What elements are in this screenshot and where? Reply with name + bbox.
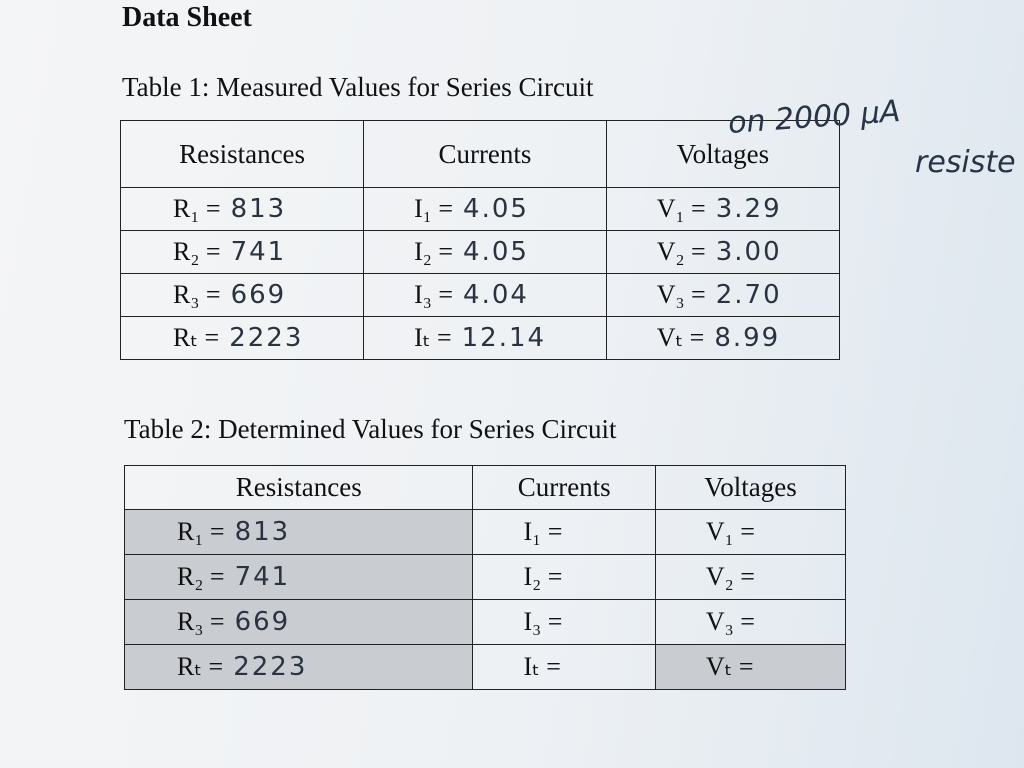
- cell-value: 2.70: [715, 280, 782, 310]
- table-cell: Rₜ = 2223: [123, 644, 474, 690]
- table-cell: V₃ =: [654, 599, 847, 645]
- table-cell: V₂ = 3.00: [605, 230, 841, 274]
- table-cell: I₃ = 4.04: [363, 273, 607, 317]
- table: Resistances Currents Voltages R₁ = 813 I₁ = 4.…: [119, 120, 841, 360]
- table-row: Rₜ = 2223 Iₜ = 12.14 Vₜ = 8.99: [119, 316, 841, 360]
- cell-label: V₂ =: [705, 562, 755, 591]
- table-cell: R₂ = 741: [119, 230, 365, 274]
- table-cell: V₁ =: [654, 509, 847, 555]
- cell-label: R₁ =: [177, 517, 225, 546]
- cell-value: 2223: [233, 652, 308, 682]
- cell-label: R₃ =: [173, 280, 221, 309]
- cell-value: 4.05: [463, 194, 529, 224]
- cell-value: 813: [230, 194, 287, 224]
- table-cell: Iₜ =: [472, 644, 656, 690]
- cell-value: 8.99: [714, 323, 781, 353]
- cell-value: 3.29: [715, 194, 782, 224]
- table-row: R₁ = 813 I₁ = 4.05 V₁ = 3.29: [119, 187, 841, 231]
- table-cell: V₃ = 2.70: [605, 273, 841, 317]
- table-cell: Iₜ = 12.14: [363, 316, 607, 360]
- cell-value: 3.00: [715, 237, 782, 267]
- cell-label: V₁ =: [656, 194, 706, 223]
- cell-value: 669: [230, 280, 287, 310]
- column-header: Currents: [363, 120, 607, 188]
- cell-label: Vₜ =: [705, 652, 754, 681]
- table: Resistances Currents Voltages R₁ = 813 I₁ = V₁…: [123, 465, 847, 690]
- cell-label: Rₜ =: [177, 652, 224, 681]
- cell-label: I₃ =: [523, 607, 563, 636]
- cell-label: Vₜ =: [656, 323, 705, 352]
- header-row: Resistances Currents Voltages: [123, 465, 847, 510]
- cell-label: I₃ =: [414, 280, 454, 309]
- table-cell: I₂ = 4.05: [363, 230, 607, 274]
- column-header: Currents: [472, 465, 656, 510]
- table-cell: I₃ =: [472, 599, 656, 645]
- table-cell: V₁ = 3.29: [605, 187, 841, 231]
- table-cell: I₂ =: [472, 554, 656, 600]
- header-row: Resistances Currents Voltages: [119, 120, 841, 188]
- column-header: Voltages: [605, 120, 841, 188]
- cell-label: Iₜ =: [414, 323, 452, 352]
- cell-label: Rₜ =: [173, 323, 220, 352]
- table-cell: I₁ = 4.05: [363, 187, 607, 231]
- table-cell: Vₜ =: [654, 644, 847, 690]
- table-row: Rₜ = 2223 Iₜ = Vₜ =: [123, 644, 847, 690]
- table-row: R₁ = 813 I₁ = V₁ =: [123, 509, 847, 555]
- table-cell: Vₜ = 8.99: [605, 316, 841, 360]
- column-header: Resistances: [119, 120, 365, 188]
- table-cell: R₃ = 669: [123, 599, 474, 645]
- cell-value: 741: [234, 562, 291, 592]
- table-row: R₃ = 669 I₃ = 4.04 V₃ = 2.70: [119, 273, 841, 317]
- column-header: Voltages: [654, 465, 847, 510]
- cell-label: R₁ =: [173, 194, 221, 223]
- cell-value: 4.05: [463, 237, 529, 267]
- cell-value: 669: [234, 607, 291, 637]
- table-cell: R₂ = 741: [123, 554, 474, 600]
- table-row: R₂ = 741 I₂ = V₂ =: [123, 554, 847, 600]
- cell-value: 4.04: [463, 280, 529, 310]
- page-title: Data Sheet: [122, 2, 252, 33]
- table-caption: Table 2: Determined Values for Series Ci…: [124, 414, 617, 444]
- table-cell: V₂ =: [654, 554, 847, 600]
- cell-value: 12.14: [461, 323, 547, 353]
- table-cell: I₁ =: [472, 509, 656, 555]
- table-row: R₃ = 669 I₃ = V₃ =: [123, 599, 847, 645]
- table-cell: Rₜ = 2223: [119, 316, 365, 360]
- table-cell: R₁ = 813: [119, 187, 365, 231]
- table-cell: R₃ = 669: [119, 273, 365, 317]
- cell-label: I₁ =: [414, 194, 454, 223]
- cell-label: V₃ =: [705, 607, 755, 636]
- cell-label: Iₜ =: [523, 652, 561, 681]
- cell-value: 2223: [229, 323, 304, 353]
- cell-label: V₃ =: [656, 280, 706, 309]
- cell-label: R₂ =: [173, 237, 221, 266]
- cell-value: 813: [234, 517, 291, 547]
- handwritten-note: on 2000 μA: [726, 94, 902, 141]
- table-cell: R₁ = 813: [123, 509, 474, 555]
- cell-value: 741: [230, 237, 287, 267]
- table-caption: Table 1: Measured Values for Series Circ…: [122, 72, 594, 102]
- table-row: R₂ = 741 I₂ = 4.05 V₂ = 3.00: [119, 230, 841, 274]
- cell-label: I₁ =: [523, 517, 563, 546]
- cell-label: I₂ =: [523, 562, 563, 591]
- cell-label: R₂ =: [177, 562, 225, 591]
- cell-label: V₂ =: [656, 237, 706, 266]
- handwritten-note: resiste: [915, 145, 1016, 180]
- cell-label: R₃ =: [177, 607, 225, 636]
- column-header: Resistances: [123, 465, 474, 510]
- cell-label: I₂ =: [414, 237, 454, 266]
- cell-label: V₁ =: [705, 517, 755, 546]
